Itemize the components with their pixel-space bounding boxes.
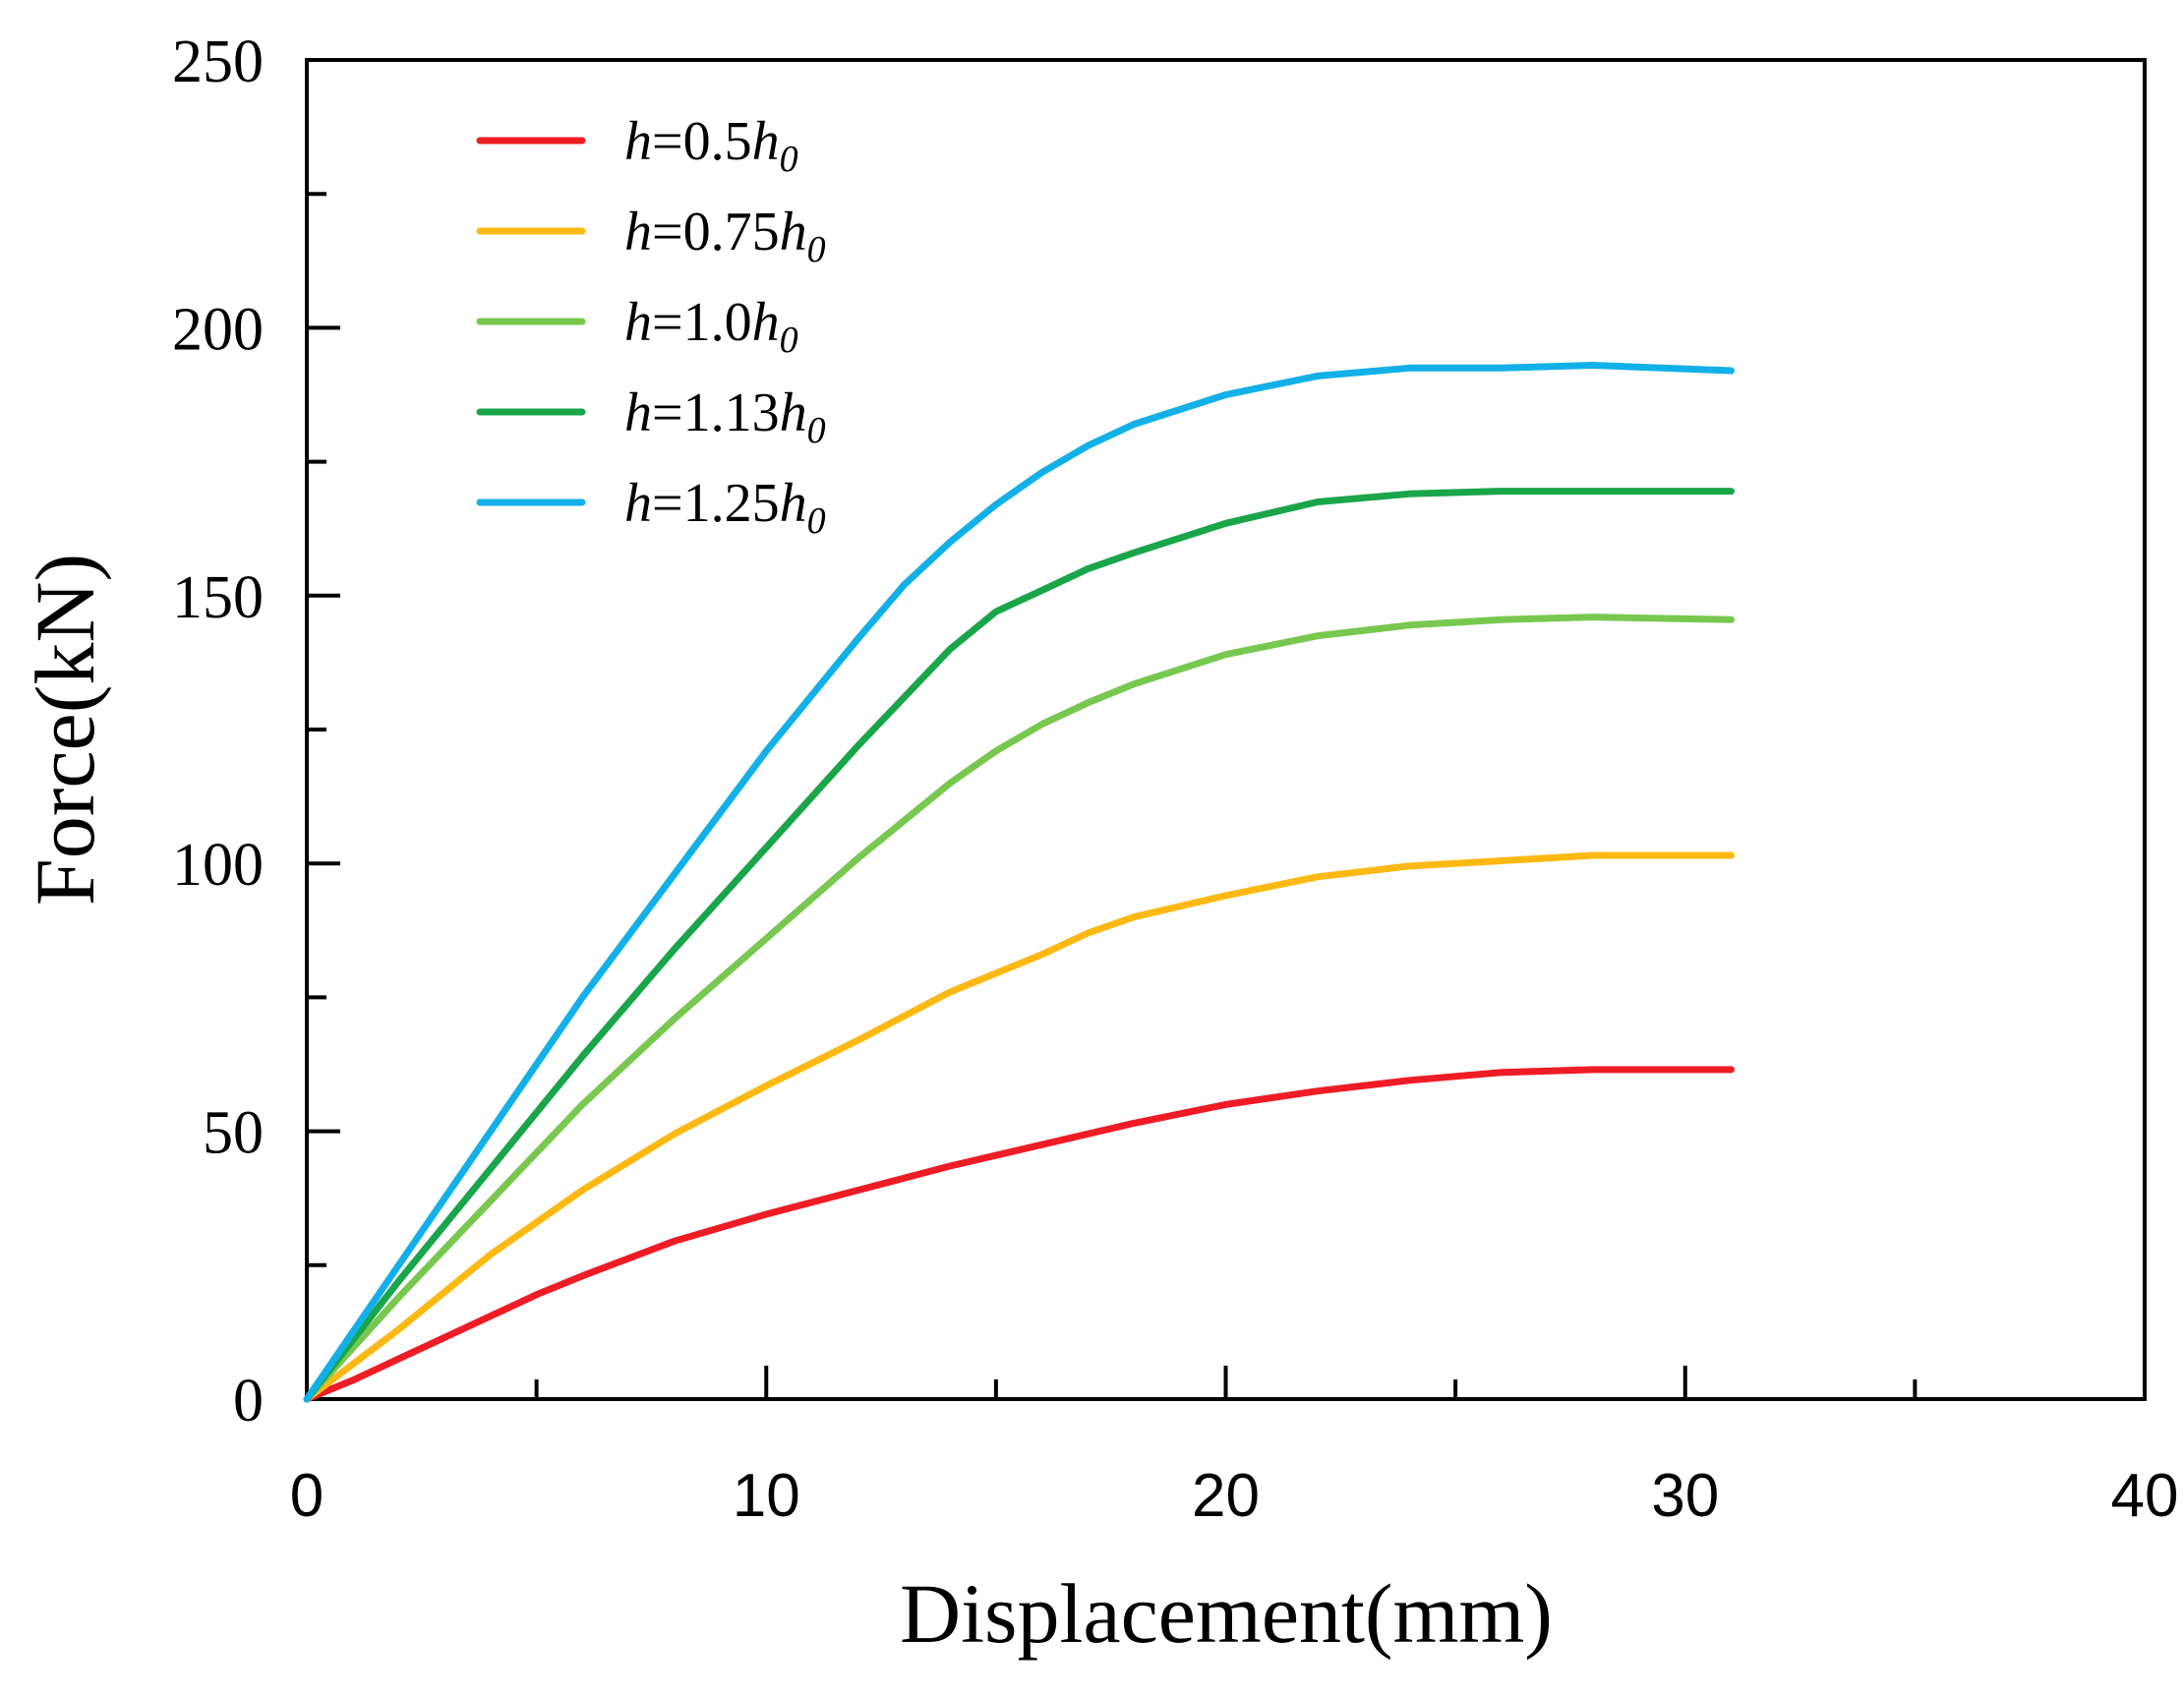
legend-label-2: h=0.75h0 [624,202,826,270]
x-tick-label: 10 [733,1462,800,1530]
legend: h=0.5h0 h=0.75h0 h=1.0h0 h=1.13h0 h=1.25h0 [476,111,826,542]
x-axis-title: Displacement(mm) [900,1566,1553,1661]
series-line-2 [303,851,1735,1403]
series-line-4 [303,488,1735,1403]
x-tick-label: 20 [1192,1462,1260,1530]
legend-label-4: h=1.13h0 [624,382,826,451]
series-lines [303,362,1735,1403]
x-tick-label: 30 [1651,1462,1719,1530]
x-tick-label: 40 [2111,1462,2179,1530]
y-axis-title: Force(kN) [18,554,112,906]
legend-label-5: h=1.25h0 [624,473,826,542]
series-line-5 [303,362,1735,1403]
y-tick-label: 150 [172,564,264,631]
y-tick-label: 50 [203,1100,264,1167]
series-line-1 [303,1066,1735,1403]
y-tick-label: 100 [172,832,264,899]
axis-ticks [305,58,2147,1401]
y-tick-label: 200 [172,296,264,363]
y-tick-label: 250 [172,29,264,95]
legend-label-1: h=0.5h0 [624,111,798,180]
plot-frame [305,58,2147,1401]
x-tick-label: 0 [290,1462,324,1530]
series-line-3 [303,614,1735,1403]
y-tick-label: 0 [233,1368,264,1434]
axis-tick-labels: 0 10 20 30 40 0 50 100 150 200 250 [172,29,2178,1530]
legend-label-3: h=1.0h0 [624,292,798,361]
